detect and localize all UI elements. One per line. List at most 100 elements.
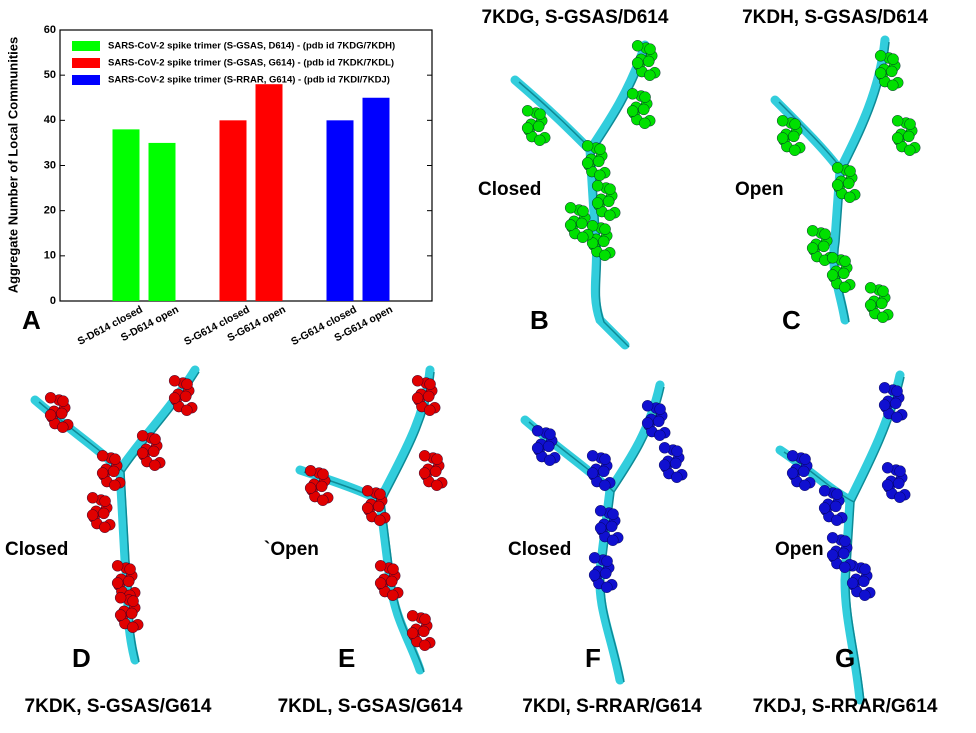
atom-sphere [858,575,870,588]
atom-sphere [846,577,859,589]
atom-sphere [894,465,906,477]
atom-sphere [586,220,599,232]
atom-sphere [594,522,607,534]
atom-sphere [86,492,99,504]
atom-sphere [521,105,534,117]
atom-sphere [839,255,851,267]
panel-state: Closed [508,539,571,560]
atom-sphere [564,219,577,231]
panel-letter: C [782,305,801,335]
atom-sphere [96,450,109,462]
atom-sphere [859,589,871,601]
atom-sphere [891,411,903,423]
atom-sphere [626,88,639,100]
atom-sphere [644,43,656,55]
atom-sphere [599,479,611,491]
atom-sphere [607,508,619,520]
atom-sphere [671,445,683,457]
atom-sphere [374,577,387,589]
atom-sphere [374,488,386,500]
atom-sphere [604,209,616,221]
atom-sphere [601,581,613,593]
atom-sphere [890,397,902,410]
atom-sphere [406,610,419,622]
atom-sphere [878,399,891,411]
atom-sphere [109,479,121,491]
atom-sphere [564,202,577,214]
atom-sphere [826,269,839,281]
atom-sphere [591,180,604,192]
atom-sphere [594,143,606,155]
atom-sphere [859,563,871,575]
atom-sphere [776,132,789,144]
atom-sphere [424,404,436,416]
atom-sphere [643,55,655,68]
atom-sphere [606,520,618,533]
panel-title: 7KDG, S-GSAS/D614 [482,7,669,28]
atom-sphere [844,165,856,177]
y-tick-label: 0 [50,295,56,307]
panel-title: 7KDI, S-RRAR/G614 [522,696,702,717]
atom-sphere [593,155,605,168]
panel-letter: F [585,643,601,673]
atom-sphere [586,467,599,479]
atom-sphere [641,400,654,412]
legend-label: SARS-CoV-2 spike trimer (S-RRAR, G614) -… [108,75,390,86]
atom-sphere [671,471,683,483]
panel-title: 7KDK, S-GSAS/G614 [25,696,212,717]
atom-sphere [886,65,898,78]
atom-sphere [387,589,399,601]
atom-sphere [114,609,127,621]
y-axis-label: Aggregate Number of Local Communities [5,37,20,293]
atom-sphere [534,108,546,120]
atom-sphere [168,392,181,404]
atom-sphere [577,231,589,243]
atom-sphere [806,225,819,237]
atom-sphere [533,120,545,133]
legend-swatch [72,75,100,85]
atom-sphere [607,534,619,546]
atom-sphere [894,491,906,503]
atom-sphere [799,479,811,491]
atom-sphere [653,415,665,428]
atom-sphere [591,197,604,209]
atom-sphere [181,378,193,390]
atom-sphere [123,575,135,588]
atom-sphere [44,409,57,421]
atom-sphere [127,595,139,607]
bar [326,120,354,301]
atom-sphere [826,549,839,561]
atom-sphere [136,447,149,459]
molecule-renderings [30,35,921,705]
panel-state: Open [735,179,784,200]
atom-sphere [799,453,811,465]
atom-sphere [126,607,138,620]
atom-sphere [598,235,610,248]
atom-sphere [361,502,374,514]
atom-sphere [418,467,431,479]
atom-sphere [844,191,856,203]
atom-sphere [411,375,424,387]
atom-sphere [577,205,589,217]
atom-sphere [423,390,435,403]
atom-sphere [818,485,831,497]
panel-state: Closed [5,539,68,560]
atom-sphere [374,560,387,572]
atom-sphere [788,130,800,143]
atom-sphere [109,453,121,465]
atom-sphere [887,79,899,91]
atom-sphere [839,561,851,573]
y-tick-label: 30 [44,159,56,171]
atom-sphere [831,162,844,174]
panel-state: Open [775,539,824,560]
atom-sphere [839,535,851,547]
atom-sphere [639,91,651,103]
atom-sphere [544,454,556,466]
atom-sphere [418,450,431,462]
atom-sphere [798,465,810,478]
legend-label: SARS-CoV-2 spike trimer (S-GSAS, D614) -… [108,41,395,52]
panel-letter: D [72,643,91,673]
atom-sphere [419,639,431,651]
y-tick-label: 60 [44,24,56,36]
atom-sphere [111,560,124,572]
